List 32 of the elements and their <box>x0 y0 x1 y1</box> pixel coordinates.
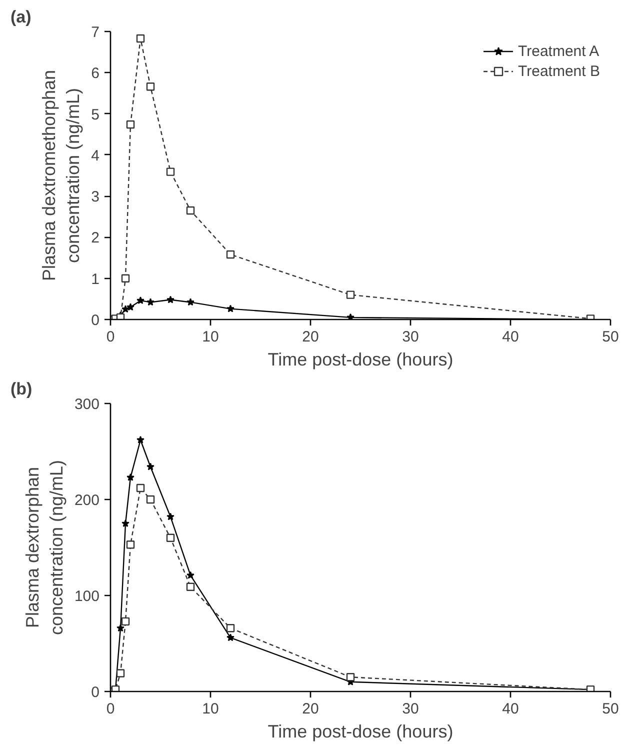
y-tick-label: 1 <box>91 270 100 288</box>
x-axis-title: Time post-dose (hours) <box>268 350 454 370</box>
x-tick-label: 10 <box>202 700 219 718</box>
x-tick-label: 20 <box>302 700 319 718</box>
x-tick-label: 30 <box>402 700 419 718</box>
y-tick-label: 2 <box>91 230 100 247</box>
x-tick-label: 20 <box>302 328 319 346</box>
y-tick-label: 0 <box>91 312 100 329</box>
x-tick-label: 40 <box>502 328 519 346</box>
y-tick-label: 4 <box>91 147 100 164</box>
x-tick-label: 40 <box>502 700 519 718</box>
x-tick-label: 50 <box>602 700 619 718</box>
x-tick-label: 30 <box>402 328 419 346</box>
y-tick-label: 6 <box>91 65 100 82</box>
x-tick-label: 0 <box>106 700 115 718</box>
chart-title: (a) <box>10 8 32 26</box>
y-tick-label: 3 <box>91 188 100 206</box>
y-tick-label: 100 <box>74 588 100 605</box>
legend-label: Treatment B <box>518 62 600 80</box>
y-tick-label: 300 <box>74 396 100 413</box>
legend-label: Treatment A <box>518 42 600 60</box>
y-tick-label: 0 <box>91 684 100 701</box>
y-tick-label: 200 <box>74 492 100 509</box>
x-tick-label: 0 <box>106 328 115 346</box>
y-axis-title: Plasma dextromethorphan concentration (ng/mL) <box>39 70 84 282</box>
y-axis-title: Plasma dextrorphan concentration (ng/mL) <box>22 460 66 636</box>
y-tick-label: 5 <box>91 106 100 124</box>
x-axis-title: Time post-dose (hours) <box>268 722 454 742</box>
x-tick-label: 10 <box>202 328 219 346</box>
x-tick-label: 50 <box>602 328 619 346</box>
y-tick-label: 7 <box>91 24 100 41</box>
chart-title: (b) <box>10 380 32 398</box>
